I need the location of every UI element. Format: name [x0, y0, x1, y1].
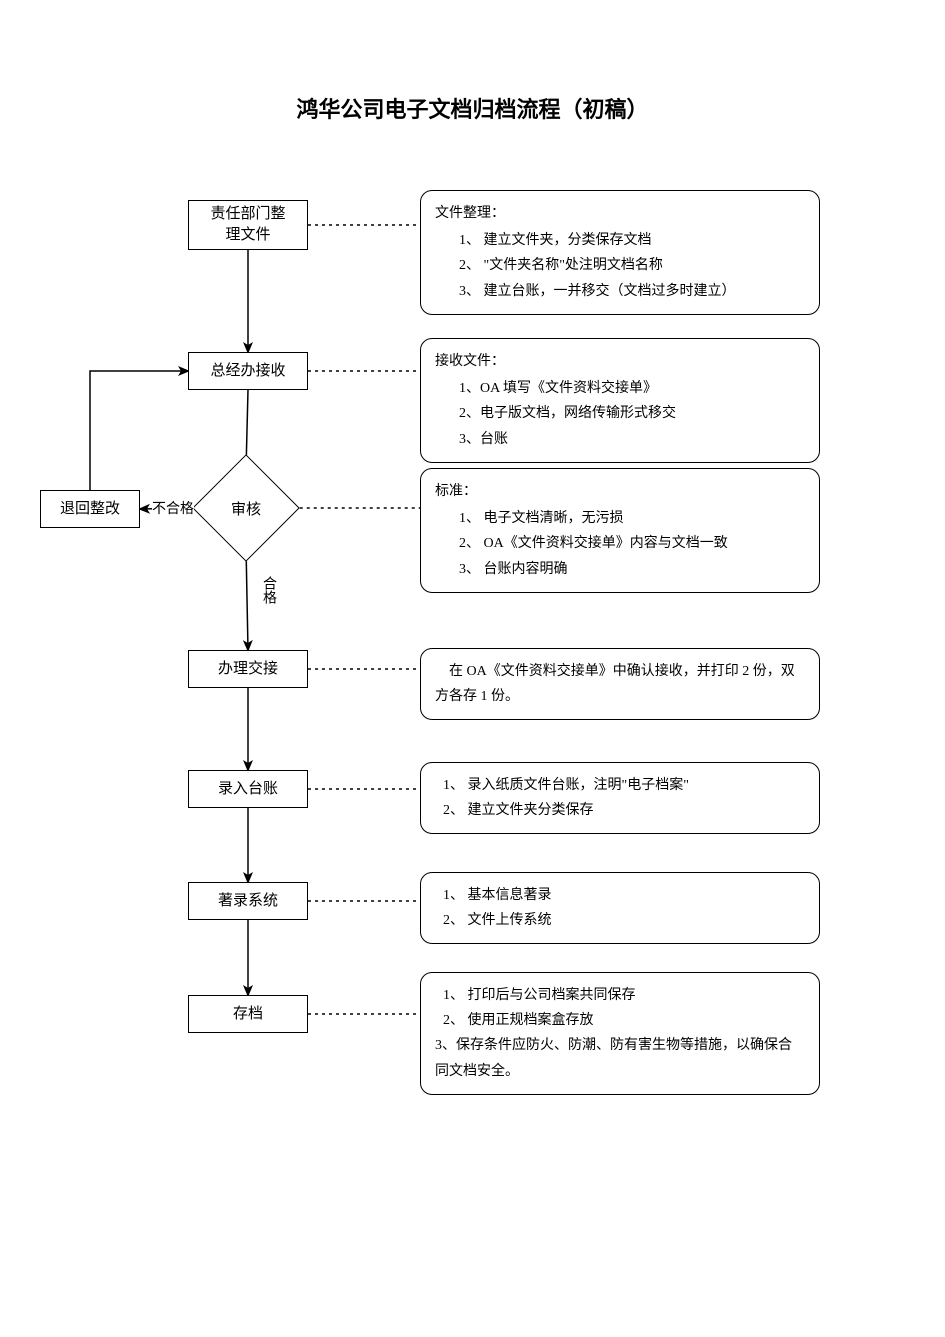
flow-node-n7: 著录系统: [188, 882, 308, 920]
edge-label: 合格: [258, 576, 278, 604]
note-note2: 接收文件：1、OA 填写《文件资料交接单》2、电子版文档，网络传输形式移交3、台…: [420, 338, 820, 463]
flow-node-n1: 责任部门整理文件: [188, 200, 308, 250]
flow-node-n2: 总经办接收: [188, 352, 308, 390]
note-note1: 文件整理：1、 建立文件夹，分类保存文档2、 "文件夹名称"处注明文档名称3、 …: [420, 190, 820, 315]
flow-node-n8: 存档: [188, 995, 308, 1033]
note-note4: 在 OA《文件资料交接单》中确认接收，并打印 2 份，双方各存 1 份。: [420, 648, 820, 720]
flow-node-n3: 审核: [208, 470, 284, 546]
note-note5: 1、 录入纸质文件台账，注明"电子档案"2、 建立文件夹分类保存: [420, 762, 820, 834]
note-note6: 1、 基本信息著录2、 文件上传系统: [420, 872, 820, 944]
note-note7: 1、 打印后与公司档案共同保存2、 使用正规档案盒存放3、保存条件应防火、防潮、…: [420, 972, 820, 1095]
edge-label: 不合格: [152, 498, 194, 518]
note-note3: 标准：1、 电子文档清晰，无污损2、 OA《文件资料交接单》内容与文档一致3、 …: [420, 468, 820, 593]
flow-node-n6: 录入台账: [188, 770, 308, 808]
flow-node-n4: 退回整改: [40, 490, 140, 528]
flow-node-n5: 办理交接: [188, 650, 308, 688]
